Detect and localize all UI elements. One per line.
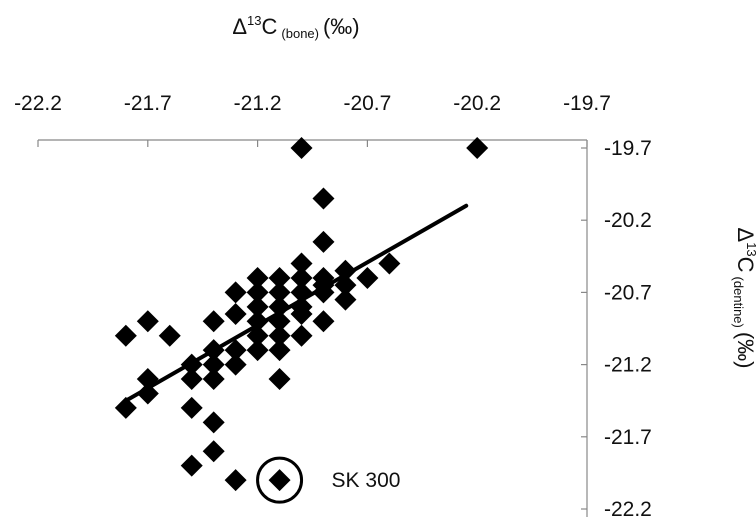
x-tick-label: -21.7 — [124, 92, 172, 115]
x-axis-ticks: -22.2 -21.7 -21.2 -20.7 -20.2 -19.7 — [14, 92, 611, 147]
data-point — [136, 382, 159, 405]
data-point — [290, 303, 313, 326]
x-tick-label: -22.2 — [14, 92, 62, 115]
x-tick-label: -20.7 — [343, 92, 391, 115]
data-point — [180, 454, 203, 477]
data-point — [180, 396, 203, 419]
data-point — [312, 281, 335, 304]
data-point — [268, 295, 291, 318]
data-point — [268, 324, 291, 347]
data-point — [114, 324, 137, 347]
data-point — [224, 339, 247, 362]
data-point — [202, 353, 225, 376]
data-point — [378, 252, 401, 275]
data-point — [290, 266, 313, 289]
data-point — [158, 324, 181, 347]
y-axis-title-unit: (‰) — [733, 332, 756, 369]
y-tick-label: -21.7 — [604, 426, 652, 449]
y-axis-title-group: Δ13C (dentine) (‰) — [731, 227, 756, 368]
data-point — [268, 281, 291, 304]
data-point — [224, 281, 247, 304]
data-point — [224, 469, 247, 492]
x-axis-title-main: C — [262, 14, 278, 39]
data-point — [224, 353, 247, 376]
data-points — [114, 137, 489, 492]
annotation-label: SK 300 — [332, 469, 401, 492]
y-tick-label: -20.7 — [604, 281, 652, 304]
data-point — [290, 252, 313, 275]
x-axis-title: Δ13C (bone) (‰) — [232, 13, 359, 41]
annotation-circle — [256, 456, 304, 504]
y-tick-label: -22.2 — [604, 498, 652, 521]
x-axis-title-symbol: Δ — [232, 14, 247, 39]
plot-frame — [38, 139, 588, 517]
y-axis-ticks: -19.7 -20.2 -20.7 -21.2 -21.7 -22.2 — [581, 137, 652, 521]
data-point — [334, 288, 357, 311]
x-tick-label: -21.2 — [234, 92, 282, 115]
x-tick-label: -19.7 — [563, 92, 611, 115]
x-axis-title-unit: (‰) — [323, 14, 360, 39]
data-point — [246, 295, 269, 318]
data-point — [202, 368, 225, 391]
data-point — [136, 310, 159, 333]
data-point — [312, 187, 335, 210]
data-point — [202, 411, 225, 434]
data-point — [114, 396, 137, 419]
x-axis-title-superscript: 13 — [247, 13, 261, 28]
annotation: SK 300 — [256, 456, 401, 504]
y-axis-title: Δ13C (dentine) (‰) — [731, 227, 756, 368]
data-point — [246, 339, 269, 362]
data-point — [268, 368, 291, 391]
x-tick-label: -20.2 — [453, 92, 501, 115]
data-point — [224, 303, 247, 326]
y-tick-label: -19.7 — [604, 137, 652, 160]
trendline — [123, 203, 469, 403]
data-point — [290, 137, 313, 159]
data-point — [268, 339, 291, 362]
data-point — [246, 266, 269, 289]
data-point — [268, 266, 291, 289]
data-point — [180, 368, 203, 391]
y-axis-title-subscript: (dentine) — [731, 277, 746, 328]
data-point — [290, 324, 313, 347]
data-point — [268, 469, 291, 492]
y-axis-title-superscript: 13 — [744, 242, 756, 256]
data-point — [202, 440, 225, 463]
y-axis-title-symbol: Δ — [733, 227, 756, 242]
x-axis-title-subscript: (bone) — [281, 26, 319, 41]
data-point — [356, 266, 379, 289]
y-tick-label: -21.2 — [604, 354, 652, 377]
data-point — [312, 310, 335, 333]
data-point — [466, 137, 489, 159]
data-point — [202, 310, 225, 333]
data-point — [312, 230, 335, 253]
y-tick-label: -20.2 — [604, 209, 652, 232]
y-axis-title-main: C — [733, 257, 756, 273]
data-point — [246, 281, 269, 304]
